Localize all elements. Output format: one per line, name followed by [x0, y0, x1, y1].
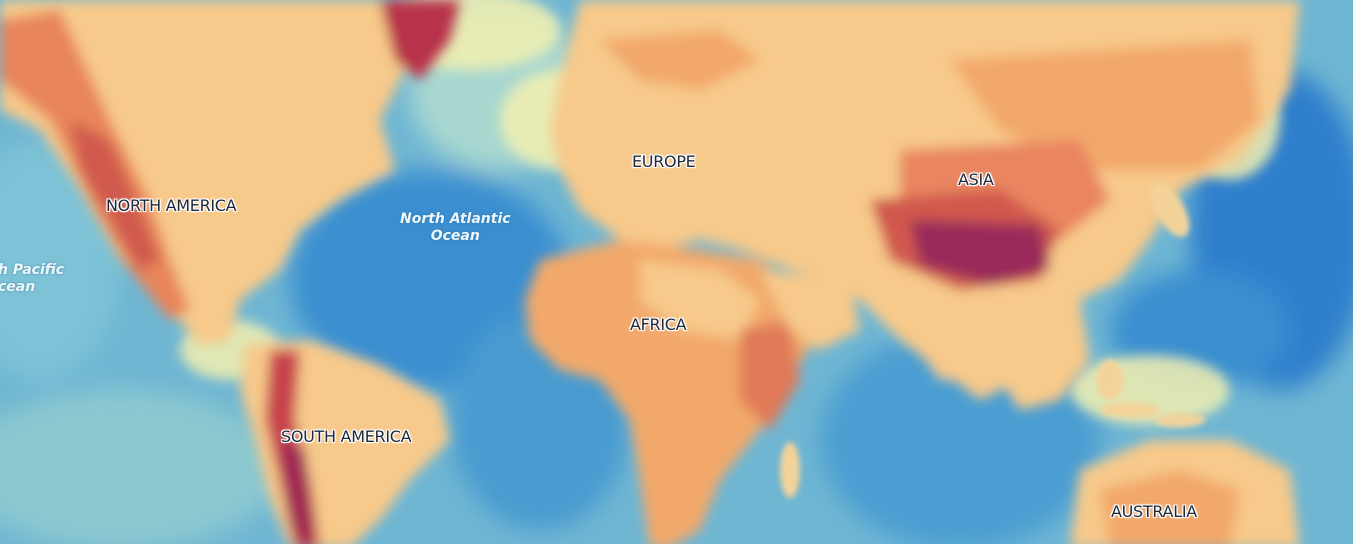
bottom-frame-edge [0, 544, 1359, 548]
right-frame-edge [1353, 0, 1359, 548]
